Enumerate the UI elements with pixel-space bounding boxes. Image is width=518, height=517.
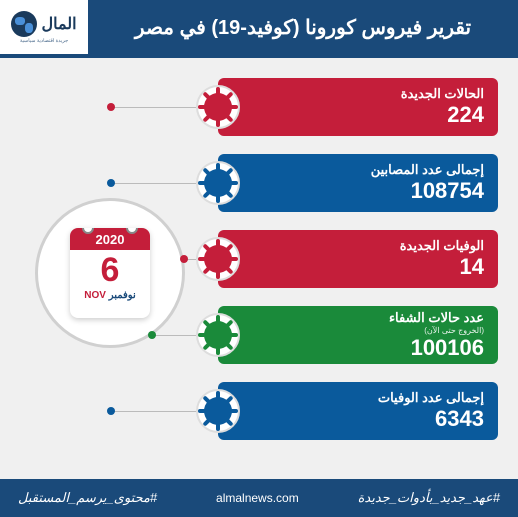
stats-list: الحالات الجديدة224 إجمالى عدد المصابين108…	[218, 78, 498, 458]
stat-label: الحالات الجديدة	[232, 86, 484, 102]
report-title: تقرير فيروس كورونا (كوفيد-19) في مصر	[88, 0, 518, 54]
logo-text: المال	[41, 14, 76, 34]
footer-hashtag-left: #عهد_جديد_بأدوات_جديدة	[358, 490, 500, 506]
logo-subtitle: جريدة اقتصادية سياسية	[20, 38, 68, 44]
virus-icon	[196, 237, 240, 281]
stat-row: عدد حالات الشفاء(الخروج حتى الآن)100106	[218, 306, 498, 364]
calendar-day: 6	[70, 250, 150, 290]
connector-line	[111, 183, 196, 184]
connector-dot	[107, 103, 115, 111]
main-content: 2020 6 نوفمبر NOV الحالات الجديدة224 إجما…	[0, 58, 518, 478]
stat-row: إجمالى عدد الوفيات6343	[218, 382, 498, 440]
stat-value: 6343	[232, 406, 484, 432]
virus-icon	[196, 161, 240, 205]
footer-url: almalnews.com	[216, 491, 299, 505]
stat-label: الوفيات الجديدة	[232, 238, 484, 254]
header: تقرير فيروس كورونا (كوفيد-19) في مصر الم…	[0, 0, 518, 58]
stat-label: إجمالى عدد المصابين	[232, 162, 484, 178]
stat-row: الحالات الجديدة224	[218, 78, 498, 136]
calendar-month: نوفمبر NOV	[70, 290, 150, 301]
stat-row: الوفيات الجديدة14	[218, 230, 498, 288]
stat-label: إجمالى عدد الوفيات	[232, 390, 484, 406]
calendar-year: 2020	[70, 228, 150, 250]
stat-box: إجمالى عدد المصابين108754	[218, 154, 498, 212]
stat-value: 224	[232, 102, 484, 128]
date-circle: 2020 6 نوفمبر NOV	[35, 198, 185, 348]
stat-row: إجمالى عدد المصابين108754	[218, 154, 498, 212]
logo: المال جريدة اقتصادية سياسية	[0, 0, 88, 54]
stat-value: 108754	[232, 178, 484, 204]
stat-value: 14	[232, 254, 484, 280]
virus-icon	[196, 389, 240, 433]
stat-sublabel: (الخروج حتى الآن)	[232, 326, 484, 335]
stat-label: عدد حالات الشفاء	[232, 310, 484, 326]
stat-box: الحالات الجديدة224	[218, 78, 498, 136]
connector-dot	[107, 179, 115, 187]
virus-icon	[196, 85, 240, 129]
connector-dot	[148, 331, 156, 339]
stat-box: عدد حالات الشفاء(الخروج حتى الآن)100106	[218, 306, 498, 364]
connector-line	[111, 411, 196, 412]
connector-line	[152, 335, 196, 336]
calendar-icon: 2020 6 نوفمبر NOV	[70, 228, 150, 318]
connector-dot	[107, 407, 115, 415]
footer-hashtag-right: #محتوى_يرسم_المستقبل	[18, 490, 157, 506]
stat-box: إجمالى عدد الوفيات6343	[218, 382, 498, 440]
globe-icon	[11, 11, 37, 37]
connector-line	[111, 107, 196, 108]
stat-box: الوفيات الجديدة14	[218, 230, 498, 288]
virus-icon	[196, 313, 240, 357]
footer: #عهد_جديد_بأدوات_جديدة almalnews.com #مح…	[0, 479, 518, 517]
stat-value: 100106	[232, 335, 484, 361]
connector-dot	[180, 255, 188, 263]
